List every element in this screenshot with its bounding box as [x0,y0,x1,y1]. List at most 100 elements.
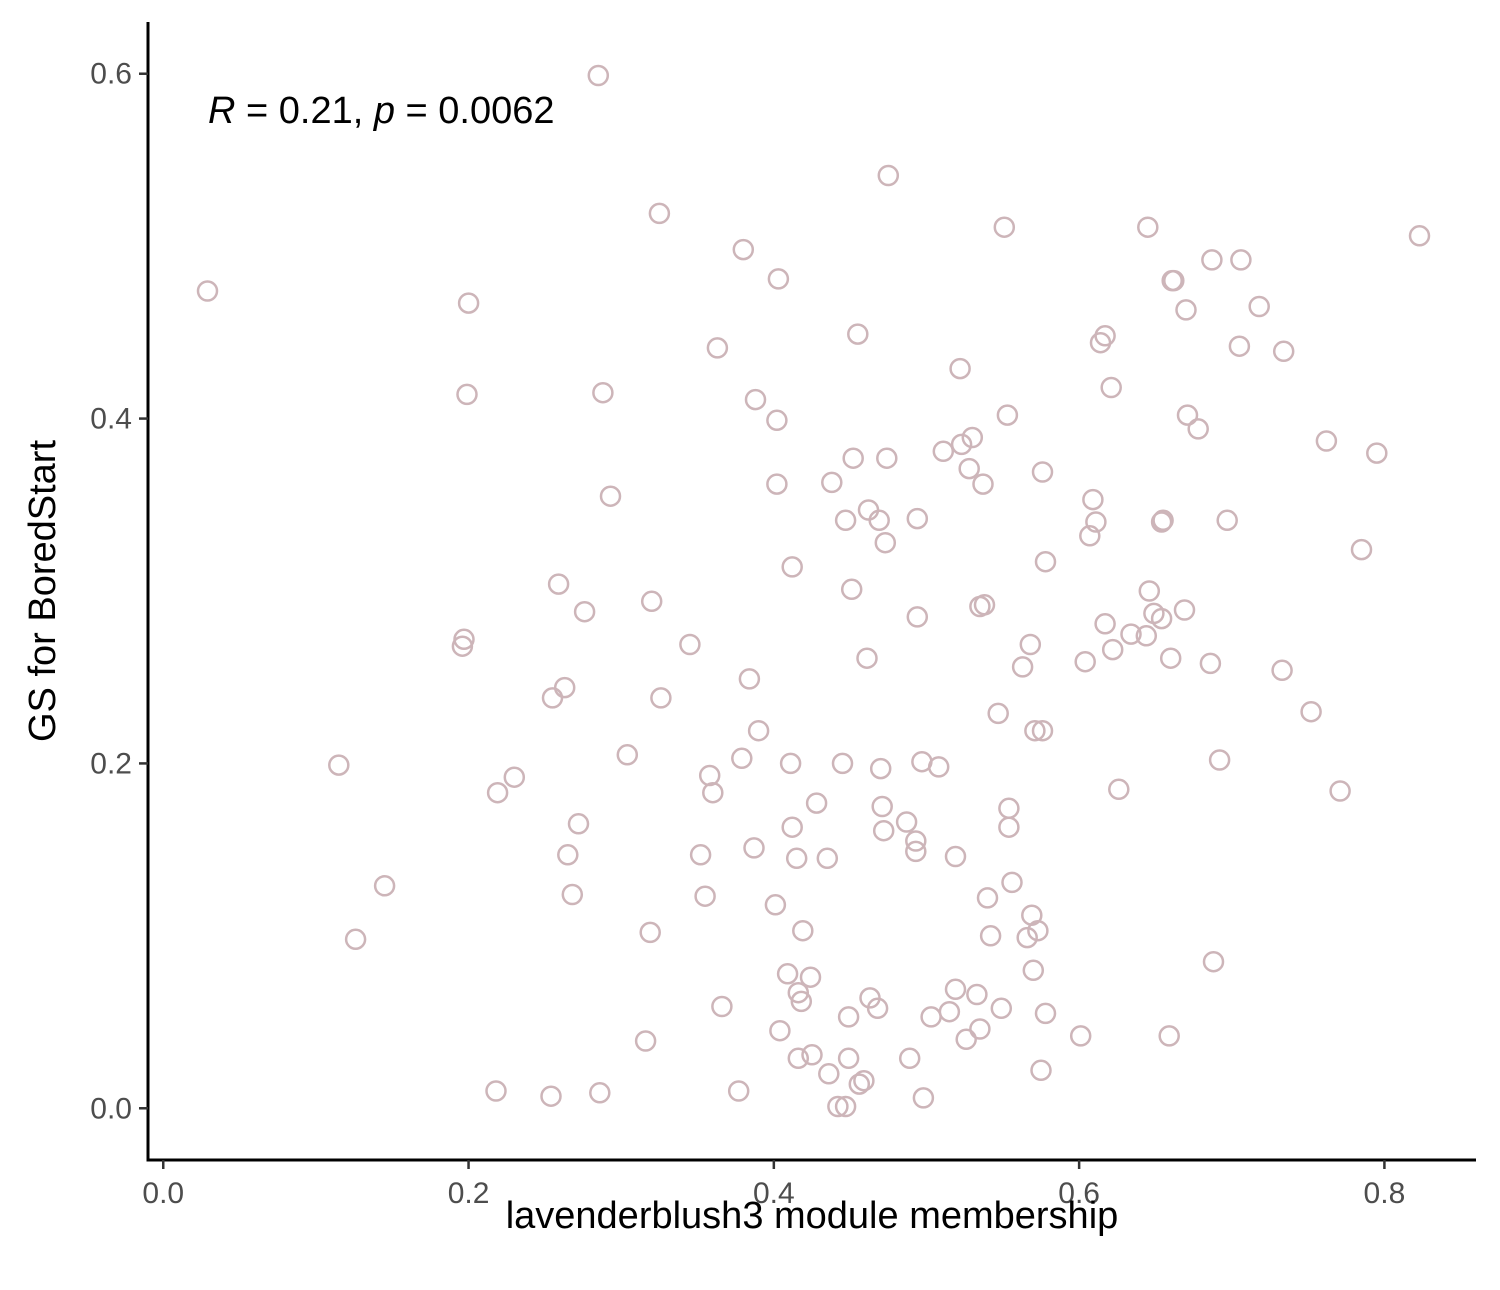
x-tick-label: 0.2 [448,1177,490,1210]
data-point [732,238,755,261]
data-point [640,590,663,613]
data-point [1085,511,1107,533]
data-point [540,1085,562,1107]
data-point [799,966,822,988]
data-point [1158,1025,1180,1047]
data-point [1272,340,1295,363]
data-point [689,844,712,866]
x-tick-label: 0.6 [1058,1177,1100,1210]
data-point [1366,442,1388,464]
data-point [912,1087,935,1109]
data-point [1199,652,1222,675]
data-point [790,990,813,1013]
data-point [1228,335,1251,357]
data-point [1248,295,1270,318]
data-point [766,473,788,495]
data-point [1034,1002,1057,1025]
data-point [821,471,843,494]
data-point [738,668,761,690]
y-tick-label: 0.0 [90,1092,132,1125]
data-point [1163,269,1185,292]
correlation-annotation: R = 0.21, p = 0.0062 [208,90,555,132]
data-point [920,1006,942,1028]
data-point [779,752,802,775]
data-point [961,426,984,449]
data-point [906,606,929,628]
data-point [1152,509,1174,532]
data-point [373,875,396,897]
data-point [872,819,895,842]
data-point [1031,461,1054,483]
data-point [567,813,590,835]
data-point [196,280,219,302]
data-point [993,216,1016,238]
data-point [842,447,864,469]
data-point [456,383,478,406]
data-point [1187,418,1209,440]
data-point [787,981,810,1004]
data-point [1159,647,1182,669]
data-point [976,887,999,909]
data-point [1150,511,1173,533]
data-point [1202,950,1225,973]
data-point [1216,509,1238,532]
data-point [1024,719,1046,742]
data-point [1175,299,1197,321]
data-point [853,1069,875,1092]
data-point [457,292,480,314]
data-point [1016,926,1038,949]
x-tick-label: 0.8 [1364,1177,1406,1210]
data-point [973,594,996,616]
data-point [1079,525,1101,547]
data-point [958,457,980,480]
r-symbol: R [208,90,235,132]
data-point [1300,700,1322,723]
data-point [485,1080,507,1102]
data-point [1011,656,1034,678]
data-point [1001,871,1023,894]
data-point [547,573,570,595]
data-point [848,1073,871,1095]
data-point [727,1080,750,1102]
data-point [328,754,350,776]
data-point [1100,376,1122,399]
data-point [587,64,610,87]
y-tick-label: 0.4 [90,403,132,436]
data-point [834,1095,857,1118]
data-point [938,1000,961,1023]
data-point [744,388,767,411]
data-point [905,830,927,852]
data-point [905,840,927,863]
data-point [1101,638,1124,661]
p-value: = 0.0062 [395,90,555,132]
data-point [827,1095,849,1118]
data-point [553,676,576,699]
data-point [856,647,878,669]
data-point [743,837,765,859]
data-point [589,1082,611,1104]
data-point [895,811,918,833]
data-point [776,963,799,985]
data-point [541,687,564,709]
data-point [650,687,672,709]
data-point [503,766,526,788]
data-point [847,323,869,345]
x-axis-title: lavenderblush3 module membership [506,1195,1119,1237]
data-point [898,1047,921,1070]
data-point [831,752,854,775]
data-point [818,1063,840,1085]
data-point [869,757,892,780]
data-point [1201,249,1223,271]
data-point [834,509,857,532]
data-point [805,792,828,814]
data-point [694,885,716,907]
data-point [932,440,955,463]
data-point [634,1030,657,1052]
data-point [1030,1059,1052,1082]
data-point [1094,325,1116,347]
data-point [344,928,367,951]
data-point [906,507,929,530]
data-point [1173,599,1196,621]
data-point [1138,580,1161,602]
